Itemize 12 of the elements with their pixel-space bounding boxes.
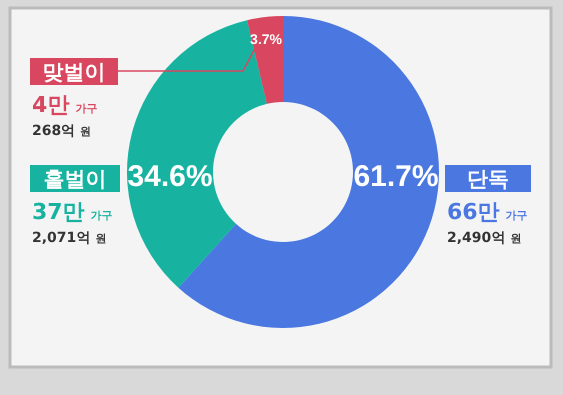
slice-label: 홑벌이 <box>44 167 106 191</box>
donut-slice <box>247 16 283 104</box>
text: 2,071억 원 <box>32 230 106 246</box>
slice-label: 맞벌이 <box>42 60 106 84</box>
text: 4만 가구 <box>32 93 98 118</box>
slice-label: 단독 <box>467 167 509 191</box>
text: 66만 가구 <box>447 200 528 225</box>
data-label: 61.7% <box>353 160 439 193</box>
text: 2,490억 원 <box>447 230 522 246</box>
text: 37만 가구 <box>32 200 113 225</box>
text: 268억 원 <box>32 123 92 139</box>
data-label: 34.6% <box>127 160 213 193</box>
